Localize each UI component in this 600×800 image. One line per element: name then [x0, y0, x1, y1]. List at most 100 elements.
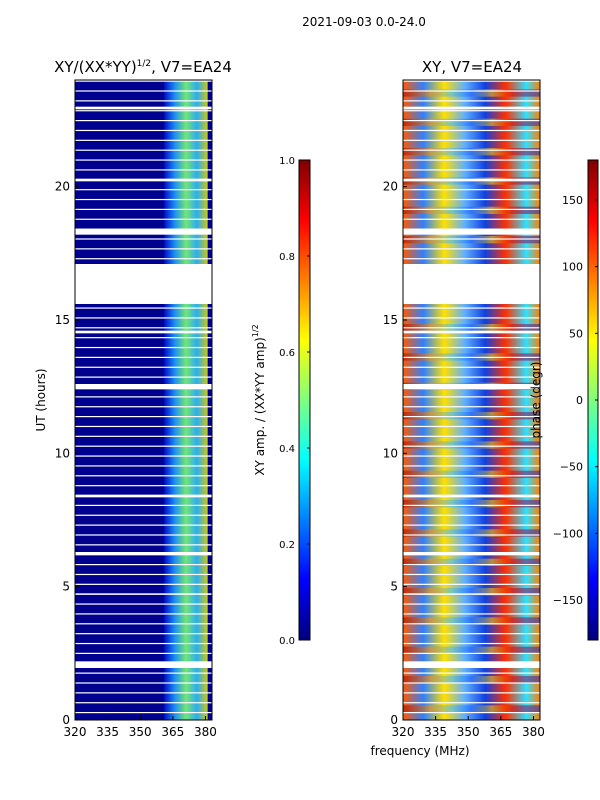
data-gap-line [75, 248, 212, 250]
data-gap-line [75, 682, 212, 684]
data-gap-line [75, 534, 212, 536]
data-gap-line [403, 465, 540, 467]
amplitude-title: XY/(XX*YY)1/2, V7=EA24 [54, 58, 232, 76]
x-tick-label: 320 [392, 725, 415, 739]
data-gap-line [403, 534, 540, 536]
data-gap [75, 106, 212, 110]
phase-stripe [403, 397, 540, 405]
data-gap-line [403, 327, 540, 329]
data-gap-line [403, 120, 540, 122]
data-gap-line [75, 80, 212, 82]
data-gap-line [403, 376, 540, 378]
phase-stripe [403, 338, 540, 346]
data-gap-line [75, 218, 212, 220]
data-gap-line [75, 297, 212, 299]
data-gap-line [403, 455, 540, 457]
amplitude-ylabel: UT (hours) [34, 368, 48, 431]
data-gap [403, 106, 540, 110]
colorbar-tick-label: −100 [553, 527, 583, 540]
phase-stripe [403, 250, 540, 258]
data-gap-line [75, 208, 212, 210]
amplitude-frame [74, 79, 213, 721]
colorbar-tick-label: 0.8 [279, 252, 295, 263]
data-gap-line [403, 287, 540, 289]
data-gap-line [403, 485, 540, 487]
y-tick-label: 0 [390, 713, 398, 727]
data-gap-line [75, 258, 212, 260]
y-tick-label: 5 [390, 580, 398, 594]
data-gap [403, 330, 540, 334]
colorbar-tick-label: 150 [562, 194, 583, 207]
phase-stripe [403, 162, 540, 170]
data-gap-line [403, 218, 540, 220]
data-gap-line [403, 425, 540, 428]
data-gap-line [75, 346, 212, 349]
phase-stripe [403, 544, 540, 552]
data-gap-line [75, 652, 212, 654]
phase-stripe [403, 676, 540, 684]
data-gap-line [75, 633, 212, 635]
data-gap-line [403, 445, 540, 447]
data-gap-line [403, 110, 540, 112]
x-tick-label: 350 [129, 725, 152, 739]
data-gap-line [403, 712, 540, 714]
y-tick-label: 5 [62, 580, 70, 594]
data-gap-line [75, 475, 212, 477]
phase-stripe [403, 236, 540, 244]
data-gap-line [403, 80, 540, 82]
y-tick-label: 0 [62, 713, 70, 727]
data-gap-line [75, 356, 212, 358]
data-gap-line [403, 642, 540, 645]
x-tick-label: 365 [161, 725, 184, 739]
data-gap-line [75, 376, 212, 378]
data-gap-line [75, 110, 212, 112]
data-gap-line [75, 662, 212, 664]
data-gap-line [75, 327, 212, 329]
data-gap-line [75, 465, 212, 467]
colorbar-tick-label: 0.2 [279, 540, 295, 551]
x-tick-label: 380 [522, 725, 545, 739]
data-gap-line [403, 603, 540, 605]
data-gap-line [403, 692, 540, 694]
data-gap-line [403, 297, 540, 299]
colorbar-tick-label: 0.6 [279, 348, 295, 359]
data-gap-line [75, 485, 212, 487]
data-gap-line [75, 406, 212, 408]
phase-stripe [403, 690, 540, 698]
amplitude-colorbar-label: XY amp. / (XX*YY amp)1/2 [251, 324, 267, 475]
phase-stripe [403, 646, 540, 654]
data-gap-line [403, 149, 540, 151]
data-gap-line [403, 189, 540, 191]
phase-frame [402, 79, 541, 721]
y-tick-label: 15 [55, 313, 70, 327]
phase-title: XY, V7=EA24 [422, 58, 522, 76]
x-tick-label: 320 [64, 725, 87, 739]
data-gap-line [403, 406, 540, 408]
data-gap-line [75, 672, 212, 674]
data-gap [75, 229, 212, 235]
data-gap-line [75, 425, 212, 428]
data-gap-line [75, 198, 212, 201]
frequency-xlabel: frequency (MHz) [370, 744, 469, 758]
phase-stripe [403, 412, 540, 420]
data-gap-line [75, 435, 212, 437]
data-gap-line [75, 287, 212, 289]
data-gap-line [75, 613, 212, 615]
data-gap-line [403, 366, 540, 368]
data-gap-line [75, 159, 212, 161]
data-gap-line [403, 573, 540, 576]
data-gap-line [75, 564, 212, 566]
y-tick-label: 15 [383, 313, 398, 327]
data-gap-line [403, 258, 540, 260]
data-gap-line [403, 159, 540, 161]
data-gap-line [75, 228, 212, 230]
data-gap-line [75, 593, 212, 595]
data-gap-line [403, 208, 540, 210]
data-gap-line [75, 514, 212, 516]
colorbar-tick-label: 0.0 [279, 636, 295, 647]
data-gap-line [75, 149, 212, 151]
data-gap-line [403, 129, 540, 132]
data-gap-line [403, 228, 540, 230]
data-gap-line [403, 514, 540, 516]
